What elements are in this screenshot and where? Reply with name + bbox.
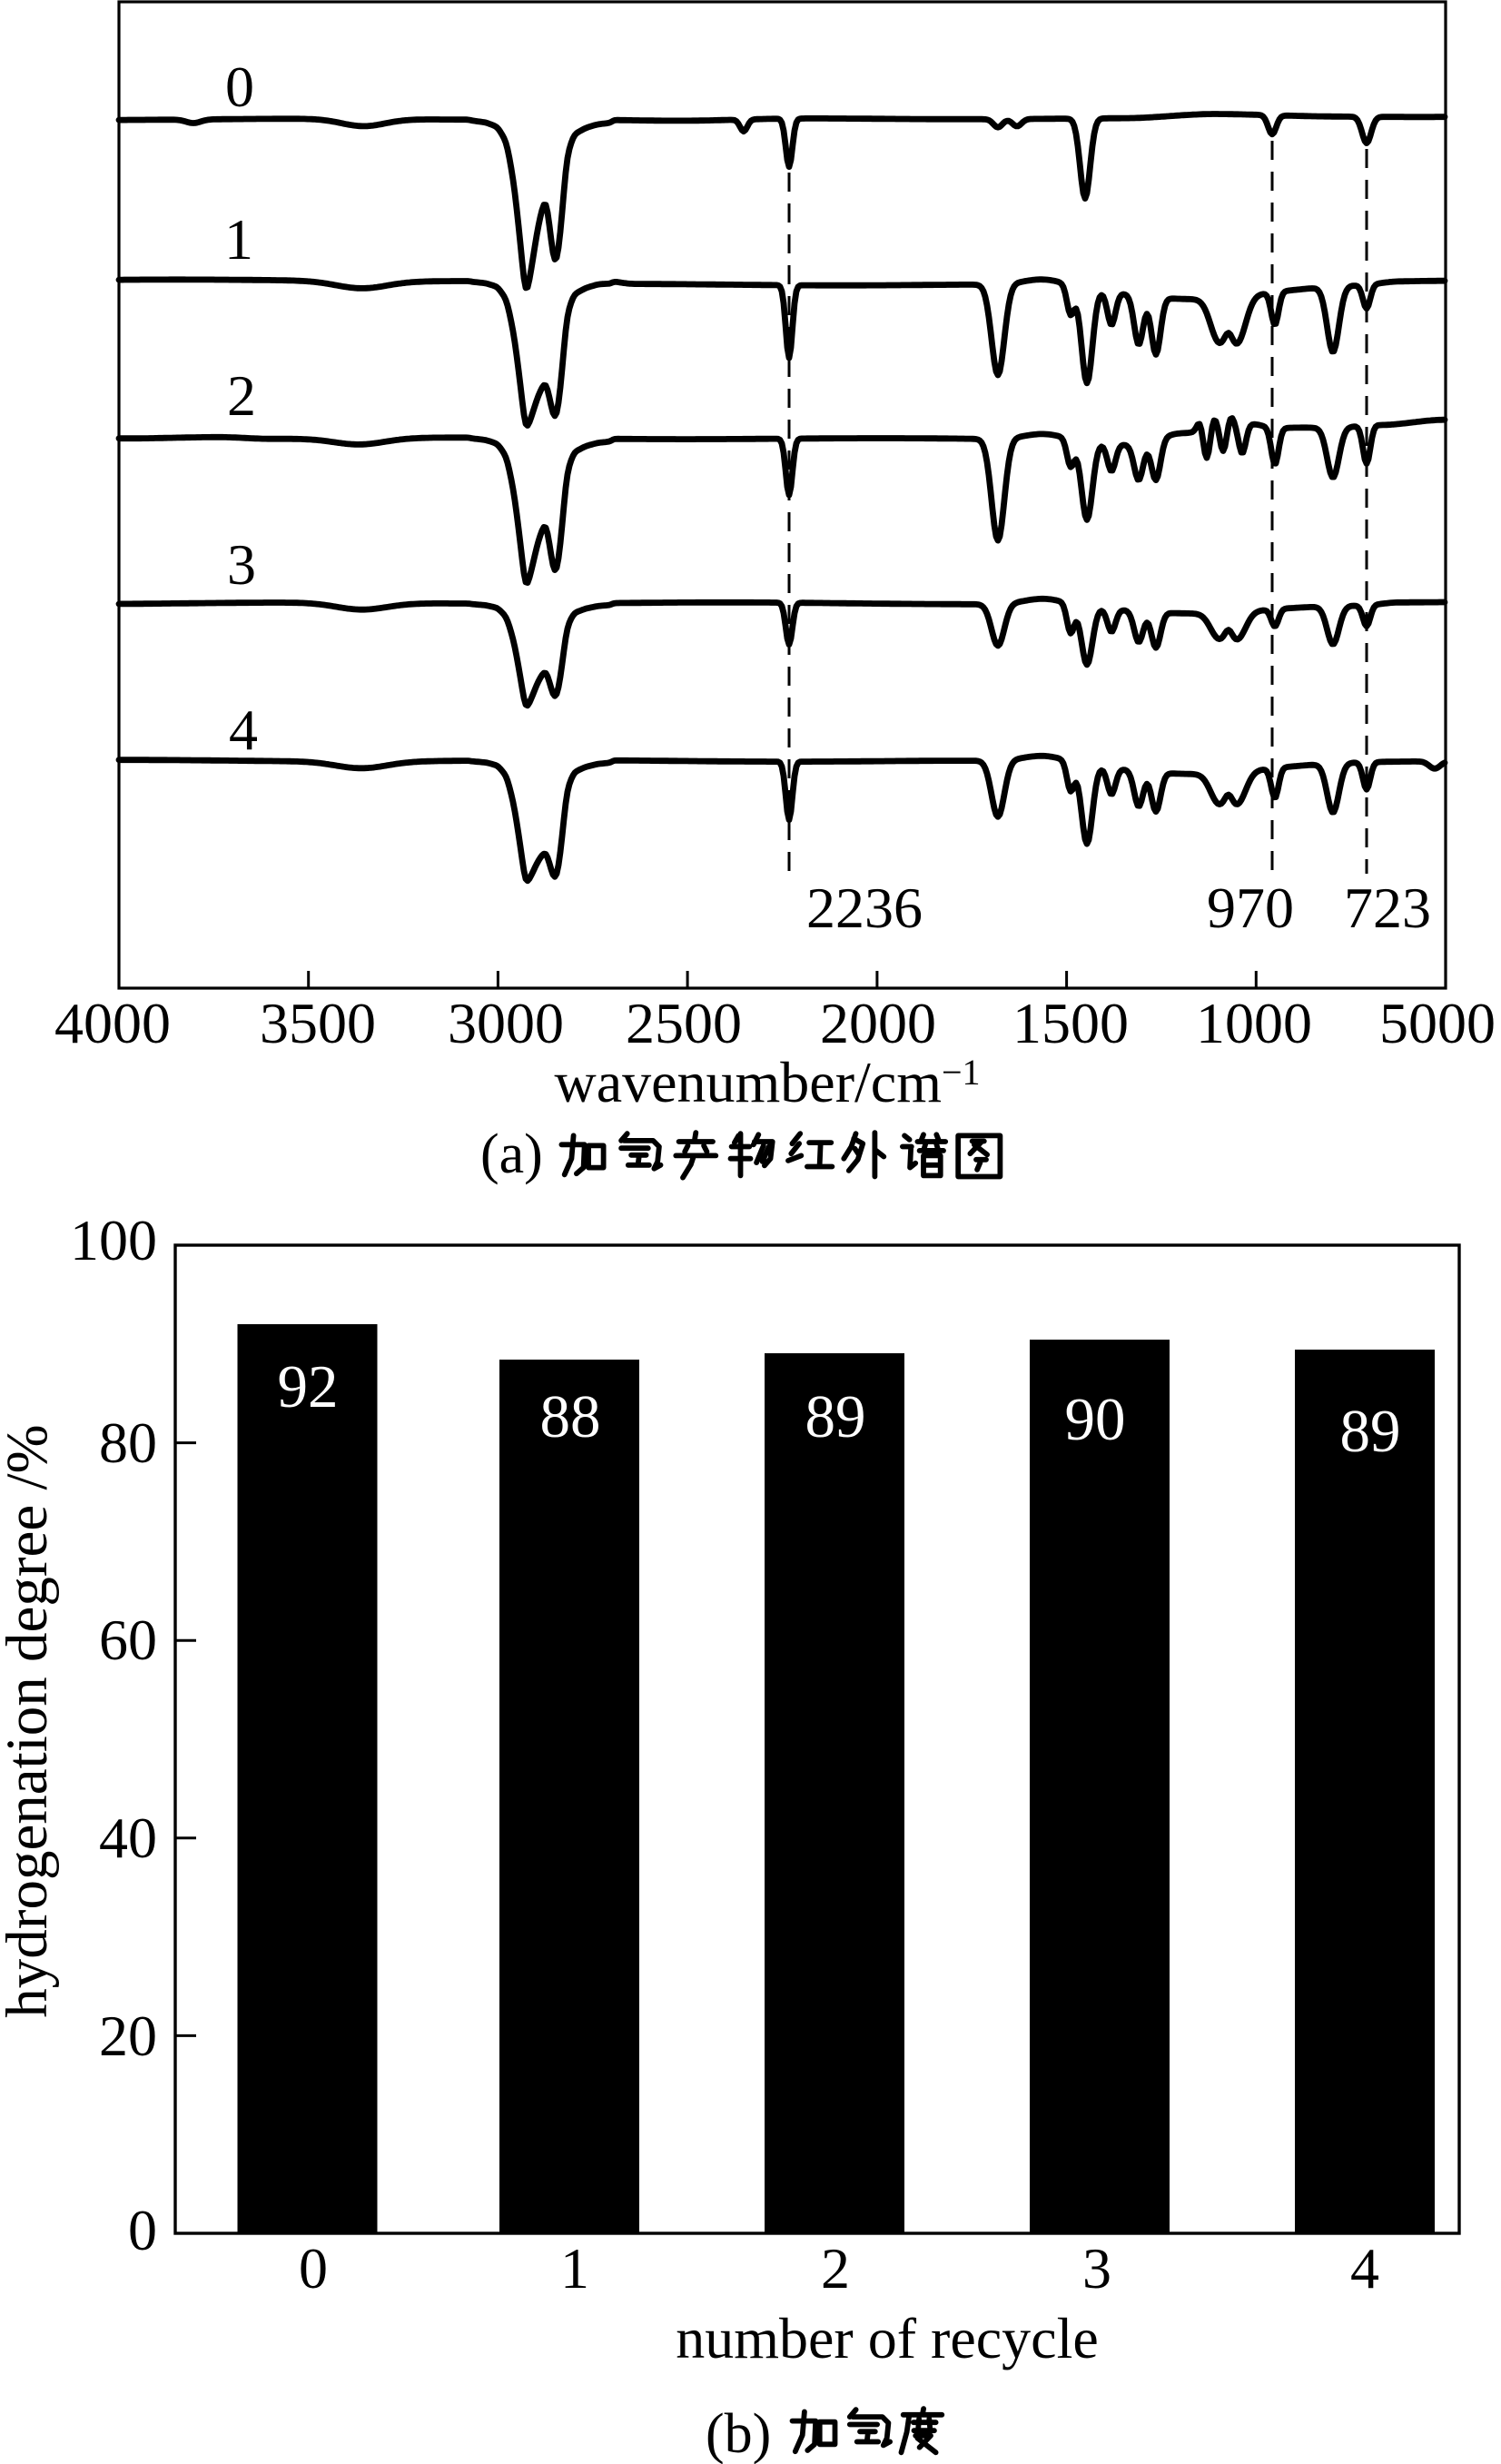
svg-text:number of recycle: number of recycle bbox=[676, 2306, 1099, 2370]
svg-text:90: 90 bbox=[1065, 1386, 1126, 1453]
svg-text:3500: 3500 bbox=[260, 991, 376, 1055]
svg-text:4: 4 bbox=[1350, 2236, 1379, 2301]
svg-text:2000: 2000 bbox=[820, 991, 936, 1055]
svg-text:88: 88 bbox=[540, 1383, 601, 1450]
svg-text:2: 2 bbox=[821, 2236, 850, 2301]
svg-text:wavenumber/cm−1: wavenumber/cm−1 bbox=[554, 1050, 980, 1114]
svg-text:3: 3 bbox=[1082, 2236, 1111, 2301]
svg-text:0: 0 bbox=[299, 2236, 328, 2301]
svg-text:0: 0 bbox=[225, 54, 254, 119]
svg-text:2: 2 bbox=[227, 363, 256, 428]
svg-text:60: 60 bbox=[99, 1608, 157, 1672]
svg-text:970: 970 bbox=[1207, 876, 1294, 940]
svg-text:80: 80 bbox=[99, 1410, 157, 1475]
svg-text:(b): (b) bbox=[706, 2403, 771, 2464]
svg-text:40: 40 bbox=[99, 1806, 157, 1870]
svg-text:3: 3 bbox=[227, 532, 256, 597]
svg-text:92: 92 bbox=[278, 1353, 339, 1420]
svg-text:2500: 2500 bbox=[626, 991, 742, 1055]
svg-text:723: 723 bbox=[1344, 876, 1431, 940]
svg-text:3000: 3000 bbox=[448, 991, 564, 1055]
svg-text:1: 1 bbox=[224, 207, 253, 272]
svg-text:4: 4 bbox=[229, 698, 258, 762]
svg-text:1000: 1000 bbox=[1196, 991, 1312, 1055]
svg-text:100: 100 bbox=[70, 1208, 157, 1272]
svg-text:4000: 4000 bbox=[54, 991, 171, 1055]
svg-text:5000: 5000 bbox=[1379, 991, 1496, 1055]
svg-text:2236: 2236 bbox=[806, 876, 923, 940]
svg-text:(a): (a) bbox=[480, 1123, 543, 1185]
svg-text:20: 20 bbox=[99, 2004, 157, 2068]
svg-text:1500: 1500 bbox=[1012, 991, 1129, 1055]
svg-text:0: 0 bbox=[128, 2198, 157, 2262]
svg-text:1: 1 bbox=[560, 2236, 589, 2301]
svg-text:hydrogenation degree /%: hydrogenation degree /% bbox=[0, 1424, 60, 2017]
svg-text:89: 89 bbox=[805, 1383, 866, 1450]
svg-text:89: 89 bbox=[1340, 1398, 1401, 1465]
